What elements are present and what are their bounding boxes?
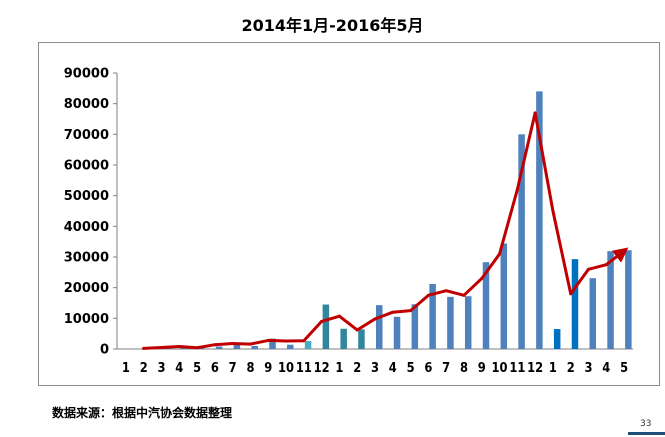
y-tick-label: 10000 xyxy=(64,312,109,327)
bar xyxy=(215,346,223,349)
x-tick-label: 11 xyxy=(509,361,525,376)
x-tick-label: 12 xyxy=(527,361,543,376)
x-tick-label: 7 xyxy=(229,361,237,376)
bar xyxy=(322,304,330,349)
trend-point xyxy=(213,343,217,347)
x-tick-label: 2 xyxy=(353,361,361,376)
bar xyxy=(607,251,614,349)
trend-point xyxy=(142,346,146,350)
trend-line xyxy=(142,111,629,350)
trend-point xyxy=(248,342,252,346)
x-tick-label: 1 xyxy=(549,361,557,376)
y-tick-label: 40000 xyxy=(64,220,109,235)
bar xyxy=(447,296,454,349)
x-tick-label: 10 xyxy=(278,361,294,376)
trend-point xyxy=(231,341,235,345)
bar xyxy=(287,344,294,349)
bar xyxy=(464,296,472,349)
x-tick-label: 7 xyxy=(442,361,450,376)
y-tick-label: 20000 xyxy=(64,281,109,296)
bar xyxy=(518,134,525,349)
trend-point xyxy=(266,338,270,342)
y-tick-label: 60000 xyxy=(64,159,109,174)
x-tick-label: 3 xyxy=(157,361,165,376)
x-tick-label: 9 xyxy=(264,361,272,376)
x-tick-label: 8 xyxy=(460,361,468,376)
trend-point xyxy=(391,310,395,314)
trend-point xyxy=(551,209,555,213)
chart-frame: 0 10000 20000 30000 40000 50000 60000 70000 8000… xyxy=(38,42,660,386)
x-tick-label: 5 xyxy=(193,361,201,376)
trend-point xyxy=(569,292,573,296)
trend-point xyxy=(587,267,591,271)
page-number: 33 xyxy=(640,419,652,429)
trend-point xyxy=(159,345,163,349)
x-tick-label: 8 xyxy=(246,361,254,376)
x-tick-label: 10 xyxy=(492,361,508,376)
trend-point xyxy=(320,319,324,323)
x-tick-label: 2 xyxy=(140,361,148,376)
trend-point xyxy=(498,252,502,256)
trend-point xyxy=(373,317,377,321)
x-tick-label: 6 xyxy=(211,361,219,376)
trend-point xyxy=(195,346,199,350)
y-tick-label: 30000 xyxy=(64,251,109,266)
trend-point xyxy=(355,328,359,332)
bar xyxy=(411,304,419,349)
x-tick-label: 12 xyxy=(314,361,330,376)
bar xyxy=(304,341,312,349)
y-tick-label: 80000 xyxy=(64,97,109,112)
bar xyxy=(500,243,508,349)
bar xyxy=(429,283,436,349)
chart-plot: 0 10000 20000 30000 40000 50000 60000 70000 8000… xyxy=(64,67,633,376)
trend-point xyxy=(622,249,626,253)
x-tick-label: 11 xyxy=(296,361,312,376)
trend-point xyxy=(337,314,341,318)
chart-title: 2014年1月-2016年5月 xyxy=(241,16,424,35)
bar xyxy=(571,259,579,349)
y-tick-label: 90000 xyxy=(64,67,109,82)
data-source-note: 数据来源：根据中汽协会数据整理 xyxy=(52,406,233,420)
y-tick-label: 0 xyxy=(100,343,109,358)
bar xyxy=(358,329,365,349)
x-tick-label: 1 xyxy=(335,361,343,376)
trend-point xyxy=(480,276,484,280)
y-tick-label: 70000 xyxy=(64,128,109,143)
trend-point xyxy=(177,345,181,349)
trend-point xyxy=(409,309,413,313)
trend-point xyxy=(426,293,430,297)
trend-point xyxy=(604,263,608,267)
x-tick-label: 2 xyxy=(567,361,575,376)
x-tick-label: 4 xyxy=(175,361,183,376)
bar xyxy=(553,329,561,349)
trend-point xyxy=(462,293,466,297)
x-tick-label: 4 xyxy=(389,361,397,376)
bar xyxy=(251,345,258,349)
trend-point xyxy=(302,339,306,343)
bar xyxy=(233,344,241,349)
bar xyxy=(340,328,347,349)
bar xyxy=(625,250,632,349)
y-tick-label: 50000 xyxy=(64,189,109,204)
trend-point xyxy=(444,289,448,293)
x-tick-label: 5 xyxy=(407,361,415,376)
x-tick-label: 4 xyxy=(602,361,610,376)
x-tick-label: 5 xyxy=(620,361,628,376)
bar xyxy=(376,305,383,349)
trend-point xyxy=(284,339,288,343)
x-tick-label: 6 xyxy=(424,361,432,376)
trend-point xyxy=(515,188,519,192)
bar xyxy=(393,316,401,349)
bar xyxy=(269,338,276,349)
trend-point xyxy=(533,111,537,115)
x-tick-label: 9 xyxy=(478,361,486,376)
bar xyxy=(589,278,597,349)
x-tick-label: 3 xyxy=(371,361,379,376)
corner-accent-line xyxy=(628,432,665,435)
bar xyxy=(482,262,490,349)
bar xyxy=(536,91,543,350)
x-tick-label: 1 xyxy=(122,361,130,376)
x-tick-label: 3 xyxy=(585,361,593,376)
